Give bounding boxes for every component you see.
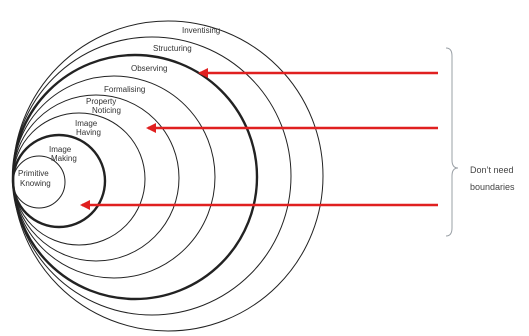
bracket xyxy=(445,47,459,237)
label-structuring: Structuring xyxy=(153,44,192,53)
nested-rings xyxy=(11,20,324,332)
label-observing: Observing xyxy=(131,64,167,73)
label-image-making-line2: Making xyxy=(51,154,77,163)
label-primitive-line1: Primitive xyxy=(18,169,49,178)
label-inventising: Inventising xyxy=(182,26,220,35)
label-primitive-line2: Knowing xyxy=(20,179,51,188)
ring-structuring xyxy=(12,36,292,316)
note-line2: boundaries xyxy=(470,182,515,192)
label-property-noticing-line1: Property xyxy=(86,97,116,106)
label-image-having-line1: Image xyxy=(75,119,98,128)
ring-inventising xyxy=(12,20,324,332)
ring-labels: Primitive Knowing Image Making Image Hav… xyxy=(18,26,220,188)
note-line1: Don’t need xyxy=(470,165,514,175)
note: Don’t need boundaries xyxy=(470,165,515,192)
arrows xyxy=(80,68,438,210)
label-formalising: Formalising xyxy=(104,85,145,94)
label-image-having-line2: Having xyxy=(76,128,101,137)
label-image-making-line1: Image xyxy=(49,145,72,154)
label-property-noticing-line2: Noticing xyxy=(92,106,121,115)
ring-primitive-knowing xyxy=(12,155,66,209)
